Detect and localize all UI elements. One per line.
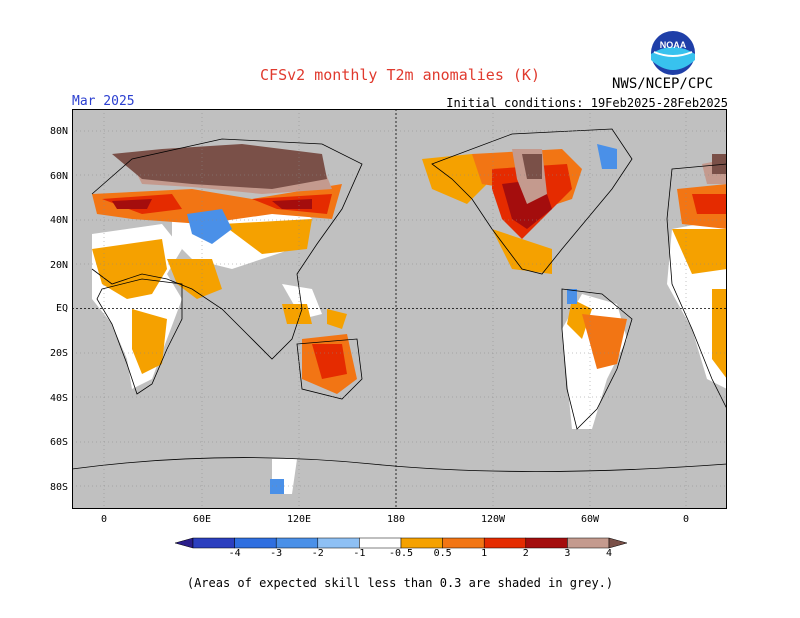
noaa-logo: NOAA: [651, 31, 695, 75]
colorbar-segment: [483, 537, 527, 549]
lon-label: 180: [386, 514, 406, 525]
colorbar-segment: [275, 537, 319, 549]
lon-label: 60E: [192, 514, 212, 525]
colorbar-end-high: [608, 537, 627, 549]
skill-note: (Areas of expected skill less than 0.3 a…: [186, 576, 614, 590]
colorbar-segment: [192, 537, 235, 549]
colorbar-label: 4: [605, 548, 613, 559]
lon-label: 0: [682, 514, 690, 525]
lat-label: 60S: [49, 437, 68, 448]
colorbar-segment: [525, 537, 568, 549]
lat-label: 80S: [49, 482, 68, 493]
colorbar-segment: [234, 537, 277, 549]
forecast-month: Mar 2025: [72, 94, 135, 109]
anomaly-0p5-1: [92, 154, 727, 379]
lat-label: 60N: [49, 171, 68, 182]
map-grid: [72, 109, 727, 509]
lon-label: 120E: [286, 514, 312, 525]
colorbar-label: 2: [522, 548, 529, 559]
map-title: CFSv2 monthly T2m anomalies (K): [260, 66, 540, 84]
colorbar-label: 3: [564, 548, 571, 559]
org-label: NWS/NCEP/CPC: [612, 76, 714, 92]
lon-label: 120W: [480, 514, 506, 525]
colorbar-end-low: [175, 537, 194, 549]
colorbar-label: 0.5: [433, 548, 452, 559]
lon-label: 0: [100, 514, 108, 525]
colorbar-label: -4: [228, 548, 241, 559]
map-frame: [72, 109, 727, 509]
lon-label: 60W: [580, 514, 600, 525]
colorbar-label: 1: [481, 548, 488, 559]
logo-text: NOAA: [660, 40, 687, 50]
anomaly-map: [72, 109, 727, 509]
colorbar-segment: [317, 537, 360, 549]
colorbar-label: -1: [353, 548, 366, 559]
colorbar-label: -3: [270, 548, 283, 559]
colorbar-segment: [567, 537, 610, 549]
anomaly-negative: [187, 144, 617, 494]
anomaly-extreme: [112, 144, 727, 189]
map-graticule: [72, 109, 727, 509]
lat-label: 40S: [49, 393, 68, 404]
lat-label: 80N: [49, 126, 68, 137]
lat-label: 20S: [49, 348, 68, 359]
colorbar-segment: [400, 537, 443, 549]
lat-label: 20N: [49, 260, 68, 271]
coastlines: [72, 128, 727, 472]
lat-label: 40N: [49, 215, 68, 226]
colorbar-segment: [442, 537, 485, 549]
colorbar-segment: [359, 537, 402, 549]
colorbar-label: -0.5: [388, 548, 414, 559]
colorbar: [175, 537, 627, 549]
initial-conditions: Initial conditions: 19Feb2025-28Feb2025: [446, 96, 728, 110]
lat-label: EQ: [55, 303, 68, 314]
colorbar-label: -2: [311, 548, 324, 559]
